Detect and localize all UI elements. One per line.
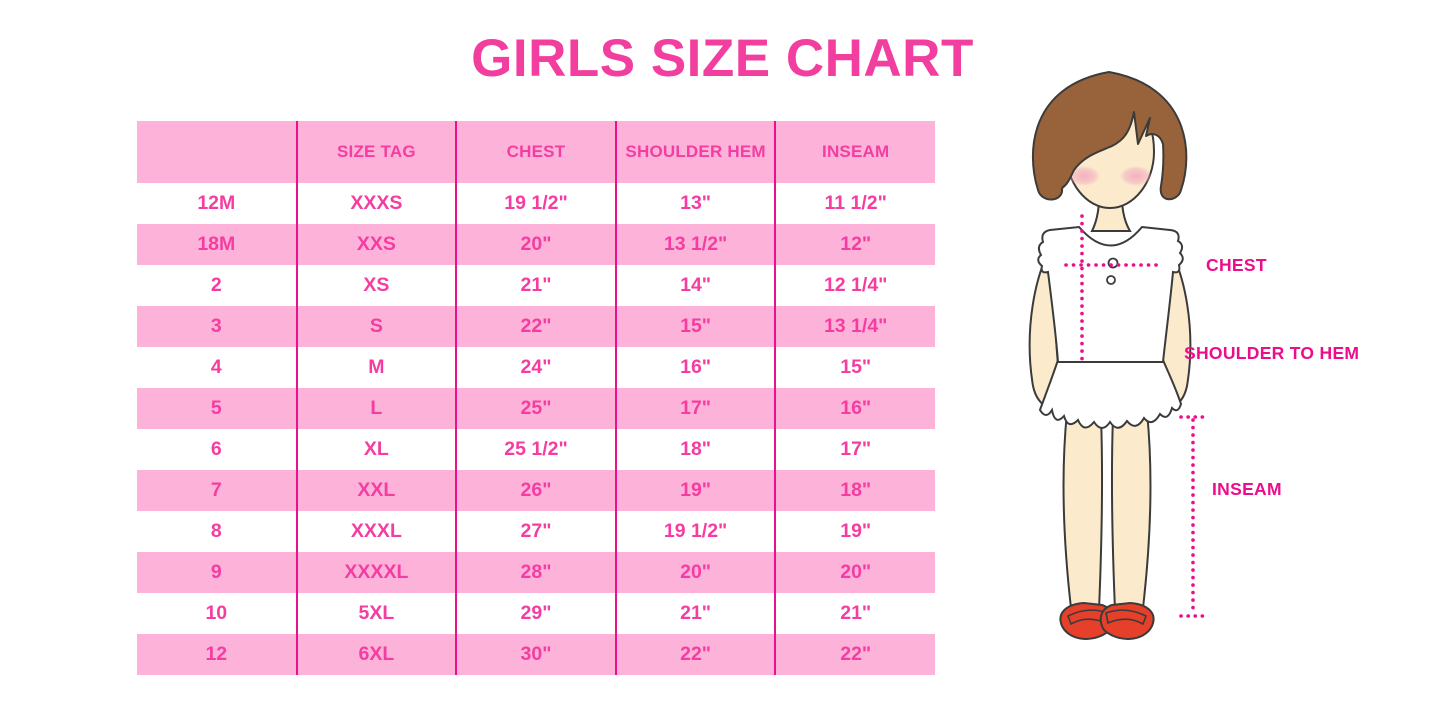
header-row: SIZE TAG CHEST SHOULDER HEM INSEAM	[137, 121, 935, 183]
table-cell: 27"	[455, 511, 616, 552]
table-cell: 3	[210, 315, 222, 337]
table-cell: 11 1/2"	[774, 183, 935, 224]
table-row: 2 XS 21" 14" 12 1/4"	[137, 265, 935, 306]
table-cell: 25"	[455, 388, 616, 429]
table-cell: 30"	[455, 634, 616, 675]
column-header: SIZE TAG	[295, 121, 457, 183]
girls-size-table: SIZE TAG CHEST SHOULDER HEM INSEAM 12M XXXS 1…	[137, 121, 935, 675]
table-cell: 21"	[774, 593, 935, 634]
page-title: GIRLS SIZE CHART	[471, 29, 974, 88]
table-cell: 21"	[614, 593, 776, 634]
column-header: SHOULDER HEM	[614, 121, 776, 183]
girl-skirt	[1038, 359, 1183, 429]
girl-hair	[1032, 71, 1188, 201]
table-cell: 12"	[774, 224, 935, 265]
table-cell: 10	[205, 602, 228, 624]
table-cell: 16"	[614, 347, 776, 388]
table-cell: 18M	[197, 233, 236, 255]
table-cell: 19 1/2"	[455, 183, 616, 224]
table-cell: L	[295, 388, 457, 429]
table-row: 3 S 22" 15" 13 1/4"	[137, 306, 935, 347]
table-row: 8 XXXL 27" 19 1/2" 19"	[137, 511, 935, 552]
table-row: 6 XL 25 1/2" 18" 17"	[137, 429, 935, 470]
table-cell: 5XL	[295, 593, 457, 634]
table-cell: XL	[295, 429, 457, 470]
table-cell: 20"	[614, 552, 776, 593]
shoulder-to-hem-label: SHOULDER TO HEM	[1184, 343, 1360, 363]
table-cell: 19"	[774, 511, 935, 552]
table-cell: 12 1/4"	[774, 265, 935, 306]
table-cell: M	[295, 347, 457, 388]
table-cell: 4	[210, 356, 222, 378]
table-row: 9 XXXXL 28" 20" 20"	[137, 552, 935, 593]
table-cell: XXL	[295, 470, 457, 511]
table-cell: 13 1/4"	[774, 306, 935, 347]
table-row: 18M XXS 20" 13 1/2" 12"	[137, 224, 935, 265]
table-cell: 17"	[614, 388, 776, 429]
measure-lines	[1064, 214, 1206, 618]
table-cell: XXXL	[295, 511, 457, 552]
blush-right	[1120, 166, 1152, 186]
table-cell: 20"	[455, 224, 616, 265]
table-row: 4 M 24" 16" 15"	[137, 347, 935, 388]
table-cell: 7	[210, 479, 222, 501]
column-header: CHEST	[455, 121, 616, 183]
column-header: INSEAM	[774, 121, 935, 183]
blush-left	[1068, 166, 1100, 186]
table-row: 12M XXXS 19 1/2" 13" 11 1/2"	[137, 183, 935, 224]
table-cell: 24"	[455, 347, 616, 388]
inseam-label: INSEAM	[1212, 479, 1282, 499]
table-cell: 29"	[455, 593, 616, 634]
table-cell: 22"	[614, 634, 776, 675]
table-cell: 28"	[455, 552, 616, 593]
girl-top	[1037, 225, 1184, 363]
table-cell: 6XL	[295, 634, 457, 675]
table-cell: 13 1/2"	[614, 224, 776, 265]
girl-legs	[1062, 410, 1152, 612]
table-body: 12M XXXS 19 1/2" 13" 11 1/2" 18M XXS 20" 13 1/2"…	[137, 183, 935, 675]
table-cell: 17"	[774, 429, 935, 470]
table-cell: 20"	[774, 552, 935, 593]
table-cell: 26"	[455, 470, 616, 511]
table-cell: XXXXL	[295, 552, 457, 593]
girl-head	[1032, 71, 1188, 210]
table-cell: 22"	[774, 634, 935, 675]
table-cell: 5	[210, 397, 222, 419]
table-cell: XS	[295, 265, 457, 306]
table-row: 7 XXL 26" 19" 18"	[137, 470, 935, 511]
table-header: SIZE TAG CHEST SHOULDER HEM INSEAM	[137, 121, 935, 183]
chest-label: CHEST	[1206, 255, 1267, 275]
table-row: 12 6XL 30" 22" 22"	[137, 634, 935, 675]
table-cell: 9	[210, 561, 222, 583]
table-cell: 16"	[774, 388, 935, 429]
table-cell: S	[295, 306, 457, 347]
girl-shoes	[1059, 601, 1155, 640]
table-cell: 21"	[455, 265, 616, 306]
table-cell: 22"	[455, 306, 616, 347]
table-cell: XXXS	[295, 183, 457, 224]
table-cell: 13"	[614, 183, 776, 224]
table-cell: 14"	[614, 265, 776, 306]
table-cell: 18"	[774, 470, 935, 511]
table-cell: 6	[210, 438, 222, 460]
girl-measurement-illustration	[1028, 71, 1206, 640]
table-cell: 15"	[774, 347, 935, 388]
table-cell: 19"	[614, 470, 776, 511]
table-cell: 18"	[614, 429, 776, 470]
table-cell: XXS	[295, 224, 457, 265]
table-cell: 12	[205, 643, 228, 665]
table-cell: 8	[210, 520, 222, 542]
table-cell: 19 1/2"	[614, 511, 776, 552]
table-row: 10 5XL 29" 21" 21"	[137, 593, 935, 634]
table-cell: 15"	[614, 306, 776, 347]
table-row: 5 L 25" 17" 16"	[137, 388, 935, 429]
table-cell: 25 1/2"	[455, 429, 616, 470]
table-cell: 12M	[197, 192, 236, 214]
table-cell: 2	[210, 274, 222, 296]
column-header	[137, 121, 297, 183]
